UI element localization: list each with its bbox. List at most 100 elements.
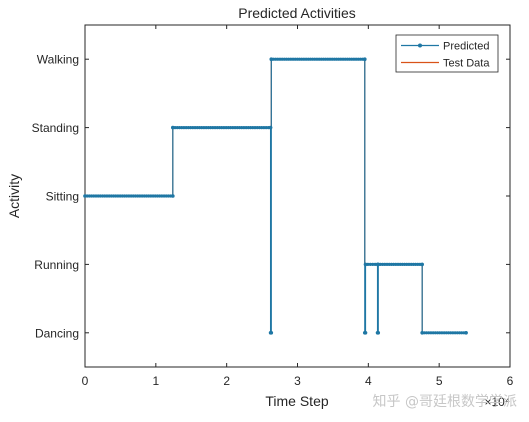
- legend-label-test-data: Test Data: [443, 58, 490, 70]
- data-point: [362, 57, 367, 61]
- data-point: [242, 126, 246, 130]
- data-point: [195, 126, 199, 130]
- data-point: [94, 194, 98, 198]
- data-point: [120, 194, 124, 198]
- data-point: [166, 194, 171, 198]
- data-point: [371, 262, 375, 266]
- data-point: [396, 262, 400, 266]
- data-point: [114, 194, 118, 198]
- data-point: [248, 126, 253, 130]
- data-point: [438, 331, 442, 335]
- data-point: [103, 194, 107, 198]
- data-point: [127, 194, 131, 198]
- data-point: [457, 331, 462, 335]
- data-point: [381, 262, 385, 266]
- data-point: [385, 262, 389, 266]
- data-point: [246, 126, 250, 130]
- data-point: [138, 194, 142, 198]
- data-point: [398, 262, 402, 266]
- data-point: [407, 262, 411, 266]
- data-point: [240, 126, 244, 130]
- data-point: [160, 194, 164, 198]
- data-point: [213, 126, 217, 130]
- data-point: [125, 194, 129, 198]
- data-point: [383, 262, 387, 266]
- data-point: [89, 194, 94, 198]
- data-point: [191, 126, 195, 130]
- data-point: [211, 126, 215, 130]
- legend-box: [395, 34, 499, 73]
- data-point: [431, 331, 435, 335]
- data-point: [440, 331, 444, 335]
- data-point: [215, 126, 219, 130]
- x-exponent-label: ×10⁴: [484, 395, 510, 409]
- data-point: [460, 331, 464, 335]
- data-point: [184, 126, 188, 130]
- data-point: [175, 126, 179, 130]
- data-point: [142, 194, 146, 198]
- data-point: [392, 262, 396, 266]
- data-point: [136, 194, 140, 198]
- data-point: [147, 194, 151, 198]
- data-point: [220, 126, 224, 130]
- data-point: [269, 331, 274, 335]
- data-point: [455, 331, 459, 335]
- data-point: [202, 126, 206, 130]
- data-point: [409, 262, 413, 266]
- data-point: [164, 194, 168, 198]
- data-point: [424, 331, 429, 335]
- data-point: [122, 194, 127, 198]
- data-point: [100, 194, 105, 198]
- data-point: [389, 262, 394, 266]
- data-point: [464, 331, 468, 335]
- data-point: [186, 126, 190, 130]
- data-point: [262, 126, 266, 130]
- y-tick-label: Standing: [32, 121, 79, 135]
- data-point: [177, 126, 182, 130]
- data-point: [449, 331, 453, 335]
- y-tick-label: Dancing: [35, 326, 79, 340]
- data-point: [427, 331, 431, 335]
- x-axis-label: Time Step: [265, 393, 328, 409]
- data-point: [209, 126, 213, 130]
- data-point: [420, 331, 424, 335]
- data-point: [368, 262, 372, 266]
- data-point: [264, 126, 268, 130]
- data-point: [435, 331, 440, 335]
- data-point: [171, 194, 175, 198]
- data-point: [87, 194, 91, 198]
- data-point: [105, 194, 109, 198]
- legend: Predicted Test Data: [395, 34, 499, 73]
- data-point: [257, 126, 262, 130]
- data-point: [200, 126, 204, 130]
- data-point: [237, 126, 242, 130]
- y-tick-label: Sitting: [46, 190, 79, 204]
- data-point: [144, 194, 149, 198]
- data-point: [118, 194, 122, 198]
- data-point: [131, 194, 135, 198]
- data-point: [403, 262, 407, 266]
- data-point: [98, 194, 102, 198]
- data-point: [96, 194, 100, 198]
- data-point: [222, 126, 226, 130]
- data-point: [151, 194, 155, 198]
- x-tick-label: 5: [436, 374, 443, 388]
- data-point: [255, 126, 259, 130]
- data-point: [189, 126, 193, 130]
- data-point: [251, 126, 255, 130]
- data-point: [226, 126, 230, 130]
- x-tick-label: 4: [365, 374, 372, 388]
- data-point: [442, 331, 446, 335]
- data-point: [405, 262, 409, 266]
- data-point: [206, 126, 210, 130]
- x-tick-label: 3: [294, 374, 301, 388]
- data-point: [233, 126, 237, 130]
- data-point: [420, 262, 424, 267]
- data-point: [363, 331, 368, 335]
- data-point: [253, 126, 257, 130]
- data-point: [129, 194, 133, 198]
- data-point: [171, 125, 175, 130]
- data-point: [387, 262, 391, 266]
- data-point: [83, 194, 87, 198]
